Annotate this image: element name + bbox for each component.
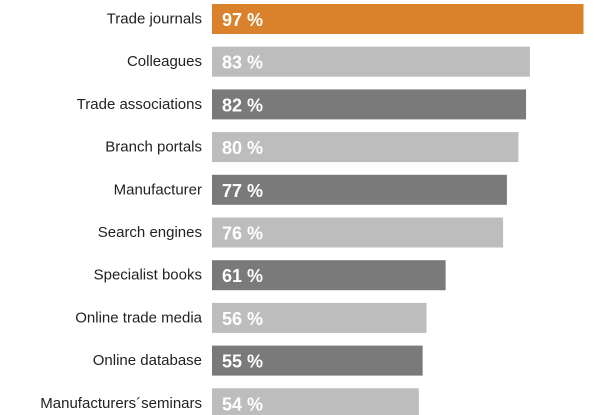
category-label-manufacturers-seminars: Manufacturers´seminars (40, 395, 202, 412)
category-label-colleagues: Colleagues (127, 53, 202, 70)
bar-row-online-database: Online database 55 % (93, 345, 423, 376)
bar-search-engines (212, 217, 504, 248)
bar-trade-associations (212, 89, 527, 120)
bar-row-search-engines: Search engines 76 % (98, 217, 504, 248)
category-label-manufacturer: Manufacturer (114, 181, 202, 198)
category-label-specialist-books: Specialist books (94, 267, 202, 284)
value-label-manufacturer: 77 % (222, 181, 263, 201)
value-label-specialist-books: 61 % (222, 266, 263, 286)
value-label-trade-associations: 82 % (222, 95, 263, 115)
bar-online-trade-media (212, 302, 427, 333)
bar-manufacturer (212, 174, 507, 205)
bar-online-database (212, 345, 423, 376)
bars-layer: Trade journals 97 % Colleagues 83 % Trade as… (40, 4, 584, 415)
bar-row-branch-portals: Branch portals 80 % (105, 132, 519, 163)
bar-colleagues (212, 46, 530, 77)
bar-manufacturers-seminars (212, 388, 419, 415)
value-label-colleagues: 83 % (222, 53, 263, 73)
category-label-branch-portals: Branch portals (105, 139, 202, 156)
value-label-trade-journals: 97 % (222, 10, 263, 30)
value-label-online-trade-media: 56 % (222, 309, 263, 329)
value-label-search-engines: 76 % (222, 224, 263, 244)
bar-row-manufacturer: Manufacturer 77 % (114, 174, 507, 205)
bar-row-manufacturers-seminars: Manufacturers´seminars 54 % (40, 388, 419, 415)
category-label-search-engines: Search engines (98, 224, 202, 241)
category-label-trade-associations: Trade associations (77, 96, 202, 113)
bar-row-trade-associations: Trade associations 82 % (77, 89, 527, 120)
category-label-online-database: Online database (93, 352, 202, 369)
bar-trade-journals (212, 4, 584, 34)
bar-row-online-trade-media: Online trade media 56 % (75, 302, 427, 333)
value-label-online-database: 55 % (222, 352, 263, 372)
bar-row-colleagues: Colleagues 83 % (127, 46, 530, 77)
value-label-branch-portals: 80 % (222, 138, 263, 158)
category-label-trade-journals: Trade journals (107, 11, 202, 28)
bar-branch-portals (212, 132, 519, 163)
bar-specialist-books (212, 260, 446, 291)
bar-row-specialist-books: Specialist books 61 % (94, 260, 446, 291)
value-label-manufacturers-seminars: 54 % (222, 394, 263, 414)
bar-row-trade-journals: Trade journals 97 % (107, 4, 584, 34)
category-label-online-trade-media: Online trade media (75, 309, 202, 326)
